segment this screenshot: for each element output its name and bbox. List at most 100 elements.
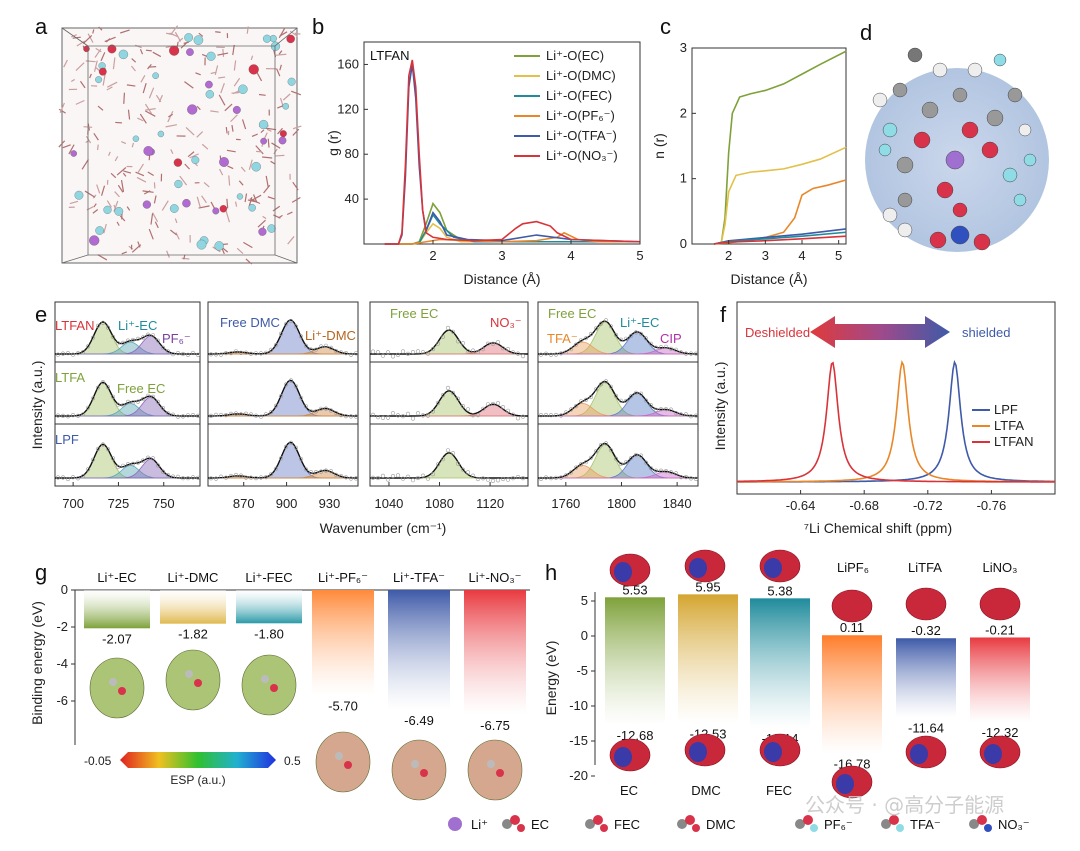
spectrum-data-point — [348, 414, 354, 419]
solvent-bond — [92, 209, 99, 214]
solvent-bond — [100, 52, 106, 62]
spectrum-data-point — [150, 333, 156, 338]
spectrum-data-point — [125, 399, 131, 405]
panel-label-f: f — [720, 302, 727, 327]
solvent-bond — [68, 144, 75, 155]
solvent-bond — [260, 129, 265, 133]
homo-lumo-bar — [750, 598, 810, 728]
spectrum-data-point — [460, 404, 466, 409]
solvent-bond — [126, 206, 131, 211]
spectrum-data-point — [195, 475, 201, 480]
cn-x-tick-label: 3 — [762, 248, 769, 263]
atom-sphere — [969, 819, 979, 829]
spectrum-data-point — [465, 349, 471, 354]
lumo-value-label: -0.21 — [985, 622, 1015, 637]
spectrum-data-point — [643, 336, 649, 341]
spectrum-data-point — [233, 349, 239, 354]
atom-sphere — [810, 824, 818, 832]
spectrum-data-point — [218, 474, 224, 479]
spectrum-data-point — [490, 401, 496, 407]
spectrum-data-point — [608, 448, 614, 453]
lumo-value-label: 0.11 — [840, 620, 864, 635]
atom-sphere — [907, 47, 923, 63]
solvent-bond — [84, 190, 96, 198]
spectrum-data-point — [65, 351, 71, 356]
spectrum-data-point — [140, 458, 146, 463]
spectrum-data-point — [435, 400, 441, 406]
atom-sphere — [973, 233, 991, 251]
solvent-bond — [275, 154, 285, 157]
atom-sphere — [258, 119, 269, 130]
atom-sphere — [238, 84, 248, 94]
rdf-legend-label: Li⁺-O(FEC) — [546, 88, 612, 103]
spectrum-data-point — [520, 476, 526, 481]
spectrum-data-point — [415, 411, 421, 416]
spectrum-data-point — [628, 394, 634, 399]
spectrum-data-point — [693, 351, 699, 356]
spectrum-data-point — [683, 475, 689, 480]
spectrum-data-point — [390, 354, 396, 359]
solvent-bond — [257, 219, 266, 228]
spectrum-annotation: Li⁺-DMC — [305, 328, 356, 343]
solvent-bond — [247, 199, 257, 203]
spectrum-data-point — [253, 413, 259, 418]
spectrum-data-point — [293, 324, 299, 329]
spectrum-data-point — [90, 457, 96, 462]
solvent-bond — [267, 196, 275, 200]
spectrum-data-point — [395, 413, 401, 418]
solvent-bond — [114, 156, 119, 162]
solvent-bond — [152, 212, 159, 223]
spectrum-data-point — [648, 403, 654, 408]
spectrum-data-point — [75, 476, 81, 481]
spectrum-data-point — [510, 350, 516, 355]
solvent-bond — [286, 211, 293, 216]
spectrum-data-point — [495, 340, 501, 345]
solvent-bond — [248, 197, 253, 207]
solvent-bond — [279, 97, 284, 107]
spectrum-data-point — [318, 469, 324, 474]
binding-energy-bar — [464, 590, 526, 715]
solvent-bond — [59, 102, 65, 113]
solvent-bond — [233, 77, 241, 87]
spectrum-data-point — [65, 414, 71, 419]
spectrum-data-point — [375, 475, 381, 481]
spectrum-data-point — [185, 476, 191, 481]
panel-label-c: c — [660, 14, 671, 39]
spectrum-data-point — [613, 393, 619, 399]
panel-label-b: b — [312, 14, 324, 39]
orbital-isosurface — [979, 587, 1021, 621]
spectrum-data-point — [485, 402, 491, 407]
spectrum-data-point — [618, 461, 624, 467]
binding-energy-category-label: Li⁺-NO₃⁻ — [469, 570, 522, 585]
spectrum-data-point — [515, 351, 521, 356]
solvent-bond — [93, 133, 99, 141]
spectrum-data-point — [75, 413, 81, 418]
spectrum-data-point — [328, 345, 334, 351]
spectrum-data-point — [100, 442, 106, 447]
spectrum-data-point — [520, 414, 526, 419]
atom-sphere — [936, 181, 954, 199]
spectrum-data-point — [593, 326, 599, 331]
spectrum-data-point — [673, 471, 679, 476]
spectrum-data-point — [430, 346, 436, 352]
atom-sphere — [157, 130, 165, 138]
solvent-bond — [233, 60, 237, 71]
solvent-bond — [102, 74, 106, 86]
atom-sphere — [929, 231, 947, 249]
solvent-bond — [291, 90, 302, 96]
spectrum-x-tick-label: 930 — [319, 496, 341, 511]
solvent-bond — [120, 29, 130, 34]
solvent-bond — [196, 131, 204, 138]
spectrum-data-point — [135, 336, 141, 342]
solvent-bond — [267, 138, 270, 148]
solvent-bond — [98, 26, 103, 31]
spectrum-data-point — [343, 414, 349, 419]
solvent-bond — [256, 71, 263, 82]
solvent-bond — [139, 113, 147, 124]
homo-lumo-bar — [822, 635, 882, 754]
spectrum-data-point — [445, 385, 451, 391]
solvent-bond — [92, 29, 95, 34]
spectrum-data-point — [338, 473, 344, 479]
atom-sphere — [74, 190, 84, 200]
row-label-lpf: LPF — [55, 432, 79, 447]
